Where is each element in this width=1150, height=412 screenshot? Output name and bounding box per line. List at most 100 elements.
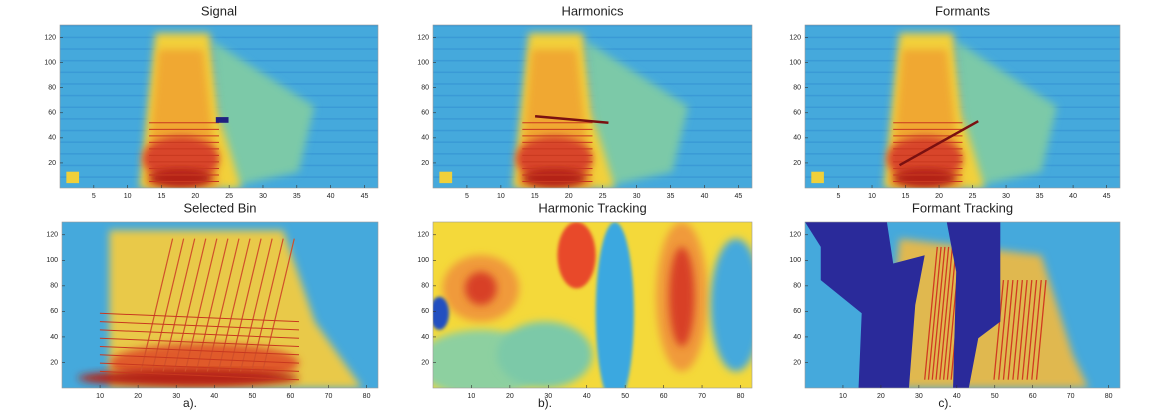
texture <box>60 37 378 39</box>
x-tick-label: 10 <box>868 193 876 200</box>
x-tick-label: 30 <box>259 193 267 200</box>
x-tick-label: 15 <box>531 193 539 200</box>
y-tick-label: 120 <box>417 232 429 239</box>
spectrogram <box>62 222 378 388</box>
x-tick-label: 10 <box>839 393 847 400</box>
x-tick-label: 30 <box>915 393 923 400</box>
x-tick-label: 50 <box>248 393 256 400</box>
y-tick-label: 40 <box>793 334 801 341</box>
y-tick-label: 120 <box>44 34 56 41</box>
panel-title: Formant Tracking <box>912 200 1013 215</box>
y-tick-label: 60 <box>793 308 801 315</box>
y-tick-label: 120 <box>417 34 429 41</box>
caption: a). <box>183 396 197 410</box>
texture <box>711 239 762 372</box>
y-tick-label: 60 <box>48 110 56 117</box>
texture <box>430 297 449 330</box>
x-tick-label: 5 <box>465 193 469 200</box>
texture <box>465 272 497 305</box>
x-tick-label: 40 <box>1069 193 1077 200</box>
x-tick-label: 35 <box>667 193 675 200</box>
x-tick-label: 80 <box>737 393 745 400</box>
y-tick-label: 100 <box>417 257 429 264</box>
x-tick-label: 45 <box>735 193 743 200</box>
x-tick-label: 20 <box>191 193 199 200</box>
x-tick-label: 25 <box>969 193 977 200</box>
spectrogram <box>417 222 762 405</box>
texture <box>596 222 634 405</box>
y-tick-label: 100 <box>46 257 58 264</box>
x-tick-label: 70 <box>698 393 706 400</box>
y-tick-label: 80 <box>793 85 801 92</box>
x-tick-label: 40 <box>327 193 335 200</box>
y-tick-label: 80 <box>421 85 429 92</box>
texture <box>669 247 695 347</box>
figure: 5101520253035404520406080100120Signal510… <box>0 0 1150 412</box>
x-tick-label: 10 <box>497 193 505 200</box>
texture <box>811 172 824 183</box>
spectrogram <box>805 222 1120 388</box>
panel-title: Harmonics <box>561 3 624 18</box>
x-tick-label: 25 <box>599 193 607 200</box>
panel-title: Harmonic Tracking <box>538 200 646 215</box>
y-tick-label: 20 <box>421 359 429 366</box>
y-tick-label: 60 <box>50 308 58 315</box>
y-tick-label: 80 <box>793 283 801 290</box>
x-tick-label: 20 <box>935 193 943 200</box>
y-tick-label: 40 <box>50 334 58 341</box>
x-tick-label: 10 <box>96 393 104 400</box>
y-tick-label: 20 <box>48 160 56 167</box>
y-tick-label: 20 <box>793 160 801 167</box>
texture <box>439 172 452 183</box>
x-tick-label: 30 <box>172 393 180 400</box>
x-tick-label: 30 <box>1002 193 1010 200</box>
x-tick-label: 60 <box>1029 393 1037 400</box>
x-tick-label: 5 <box>92 193 96 200</box>
y-tick-label: 100 <box>417 59 429 66</box>
panel: 5101520253035404520406080100120Signal <box>44 3 378 199</box>
x-tick-label: 40 <box>210 393 218 400</box>
texture <box>557 222 595 288</box>
y-tick-label: 40 <box>48 135 56 142</box>
panel-title: Formants <box>935 3 990 18</box>
y-tick-label: 120 <box>46 232 58 239</box>
x-tick-label: 30 <box>633 193 641 200</box>
x-tick-label: 20 <box>565 193 573 200</box>
x-tick-label: 35 <box>1036 193 1044 200</box>
x-tick-label: 10 <box>124 193 132 200</box>
texture <box>805 37 1120 39</box>
x-tick-label: 10 <box>468 393 476 400</box>
x-tick-label: 40 <box>701 193 709 200</box>
spectrogram <box>805 25 1120 188</box>
x-tick-label: 20 <box>506 393 514 400</box>
y-tick-label: 120 <box>789 232 801 239</box>
y-tick-label: 100 <box>789 59 801 66</box>
x-tick-label: 45 <box>361 193 369 200</box>
texture <box>893 168 956 188</box>
panel: 102030405060708020406080100120Selected B… <box>46 200 378 399</box>
x-tick-label: 20 <box>877 393 885 400</box>
spectrogram <box>433 25 752 188</box>
x-tick-label: 40 <box>583 393 591 400</box>
panel-title: Selected Bin <box>184 200 257 215</box>
y-tick-label: 40 <box>421 334 429 341</box>
x-tick-label: 50 <box>991 393 999 400</box>
y-tick-label: 40 <box>421 135 429 142</box>
x-tick-label: 15 <box>902 193 910 200</box>
caption: c). <box>938 396 951 410</box>
y-tick-label: 80 <box>421 283 429 290</box>
y-tick-label: 60 <box>421 308 429 315</box>
x-tick-label: 60 <box>660 393 668 400</box>
texture <box>216 117 229 123</box>
texture <box>522 168 586 188</box>
y-tick-label: 20 <box>793 359 801 366</box>
y-tick-label: 60 <box>421 110 429 117</box>
x-tick-label: 45 <box>1103 193 1111 200</box>
y-tick-label: 20 <box>50 359 58 366</box>
x-tick-label: 70 <box>325 393 333 400</box>
x-tick-label: 35 <box>293 193 301 200</box>
